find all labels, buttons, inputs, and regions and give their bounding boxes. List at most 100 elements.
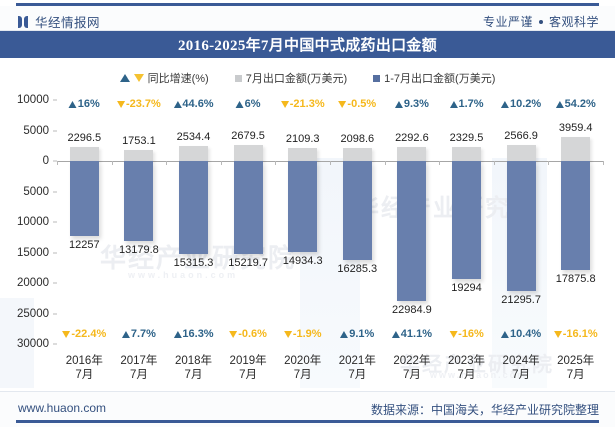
growth-value-july: 54.2%: [564, 98, 596, 110]
growth-label-cumulative: -16.1%: [553, 328, 598, 340]
y-axis-tick-label: 10000: [17, 216, 49, 228]
arrow-up-icon: [391, 330, 400, 338]
page-title: 2016-2025年7月中国中式成药出口金额: [177, 38, 438, 54]
x-axis-tick: [166, 161, 168, 165]
y-axis-tick: [53, 313, 57, 314]
brand[interactable]: 华经情报网: [18, 12, 100, 31]
data-label-cumulative-amount: 22984.9: [392, 304, 432, 317]
title-band: 2016-2025年7月中国中式成药出口金额: [0, 31, 615, 58]
legend-swatch-gray-icon: [234, 74, 242, 82]
legend-item-cumulative[interactable]: 1-7月出口金额(万美元): [373, 70, 495, 86]
data-label-july-amount: 2098.6: [340, 133, 375, 146]
data-label-cumulative-amount: 16285.3: [337, 263, 378, 276]
x-axis-label-year: 2022年: [393, 355, 431, 367]
bar-july-amount[interactable]: [288, 148, 318, 161]
growth-label-cumulative: -0.6%: [229, 328, 267, 340]
bar-july-amount[interactable]: [342, 148, 372, 161]
growth-label-cumulative: 9.1%: [340, 328, 374, 340]
data-label-july-amount: 2566.9: [504, 130, 538, 143]
bar-cumulative-amount[interactable]: [233, 161, 263, 254]
chart-legend: 同比增速(%) 7月出口金额(万美元) 1-7月出口金额(万美元): [0, 70, 615, 86]
growth-value-cumulative: 9.1%: [349, 328, 375, 340]
data-label-july-amount: 2534.4: [176, 130, 211, 143]
x-axis-label-month: 7月: [184, 369, 203, 382]
y-axis-tick: [53, 130, 57, 131]
arrow-down-icon: [283, 330, 292, 338]
data-label-cumulative-amount: 17875.8: [555, 273, 596, 286]
arrow-down-icon: [280, 100, 289, 108]
bar-july-amount[interactable]: [397, 147, 427, 161]
arrow-up-icon: [449, 100, 458, 108]
bar-july-amount[interactable]: [561, 136, 591, 161]
growth-value-july: 6%: [244, 98, 261, 110]
bar-july-amount[interactable]: [506, 145, 536, 161]
bar-july-amount[interactable]: [452, 146, 481, 161]
bar-cumulative-amount[interactable]: [397, 161, 427, 302]
x-axis-label-month: 7月: [75, 369, 94, 382]
y-axis-tick-label: 10000: [17, 94, 49, 106]
arrow-up-icon: [173, 330, 182, 338]
x-axis-label: 2020年 7月: [284, 354, 321, 383]
bar-cumulative-amount[interactable]: [506, 161, 536, 291]
bar-july-amount[interactable]: [69, 146, 99, 161]
arrow-up-icon: [235, 100, 244, 108]
y-axis-tick: [53, 282, 57, 284]
x-axis-tick: [275, 161, 277, 165]
growth-label-july: 1.7%: [449, 98, 484, 110]
growth-label-cumulative: 7.7%: [121, 328, 156, 340]
tagline: 专业严谨 客观科学: [483, 13, 599, 30]
site-header: 华经情报网 专业严谨 客观科学: [0, 6, 615, 31]
data-label-july-amount: 2109.3: [285, 133, 320, 146]
x-axis-label-year: 2016年: [65, 355, 103, 367]
growth-value-cumulative: 10.4%: [509, 328, 542, 340]
arrow-up-icon: [68, 100, 77, 108]
footer-site[interactable]: www.huaon.com: [18, 401, 107, 415]
growth-label-july: 16%: [68, 98, 100, 110]
x-axis-tick: [439, 161, 441, 165]
bar-cumulative-amount[interactable]: [69, 161, 99, 236]
bar-july-amount[interactable]: [233, 144, 263, 161]
growth-value-july: 16%: [77, 98, 100, 110]
growth-label-july: 54.2%: [555, 98, 596, 110]
arrow-down-icon: [338, 100, 347, 108]
y-axis-tick: [53, 343, 57, 345]
bar-cumulative-amount[interactable]: [288, 161, 318, 253]
x-axis-label-month: 7月: [129, 369, 148, 382]
growth-label-july: -23.7%: [116, 98, 161, 110]
bar-cumulative-amount[interactable]: [124, 161, 154, 242]
growth-value-july: -0.5%: [347, 98, 377, 110]
bar-cumulative-amount[interactable]: [179, 161, 208, 255]
growth-value-cumulative: 41.1%: [400, 328, 432, 340]
data-label-cumulative-amount: 12257: [69, 238, 100, 251]
data-label-cumulative-amount: 19294: [451, 281, 482, 294]
x-axis-label-year: 2020年: [284, 355, 322, 367]
legend-label-cumulative: 1-7月出口金额(万美元): [384, 73, 496, 85]
arrow-down-icon: [116, 100, 125, 108]
y-axis-tick-label: 15000: [17, 246, 49, 259]
growth-value-cumulative: -0.6%: [238, 328, 267, 340]
legend-item-july[interactable]: 7月出口金额(万美元): [234, 70, 347, 86]
bar-july-amount[interactable]: [124, 150, 154, 161]
x-axis-label: 2016年 7月: [66, 354, 103, 383]
growth-label-july: 6%: [235, 98, 261, 110]
y-axis-tick: [53, 221, 57, 223]
bar-july-amount[interactable]: [179, 145, 208, 161]
x-axis-tick: [384, 161, 386, 165]
x-axis-label-year: 2024年: [502, 355, 540, 367]
x-axis-label: 2022年 7月: [393, 354, 430, 383]
arrow-up-icon: [394, 100, 403, 108]
chart-area: 华经产业研究院 www.huaon.com 华经产业研究院 华经产业研究院 ww…: [0, 58, 615, 388]
bar-cumulative-amount[interactable]: [561, 161, 591, 271]
footer-source: 数据来源：中国海关，华经产业研究院整理: [370, 403, 599, 417]
tagline-right: 客观科学: [548, 15, 599, 29]
x-axis-label: 2019年 7月: [230, 354, 267, 383]
y-axis-tick-label: 0: [42, 155, 49, 167]
bottom-rule: [16, 420, 599, 423]
bar-cumulative-amount[interactable]: [452, 161, 481, 279]
legend-item-growth[interactable]: 同比增速(%): [119, 70, 209, 86]
data-label-cumulative-amount: 15219.7: [228, 256, 268, 269]
bar-cumulative-amount[interactable]: [342, 161, 372, 261]
arrow-down-icon: [449, 330, 458, 338]
y-axis-tick-label: 5000: [23, 124, 49, 137]
